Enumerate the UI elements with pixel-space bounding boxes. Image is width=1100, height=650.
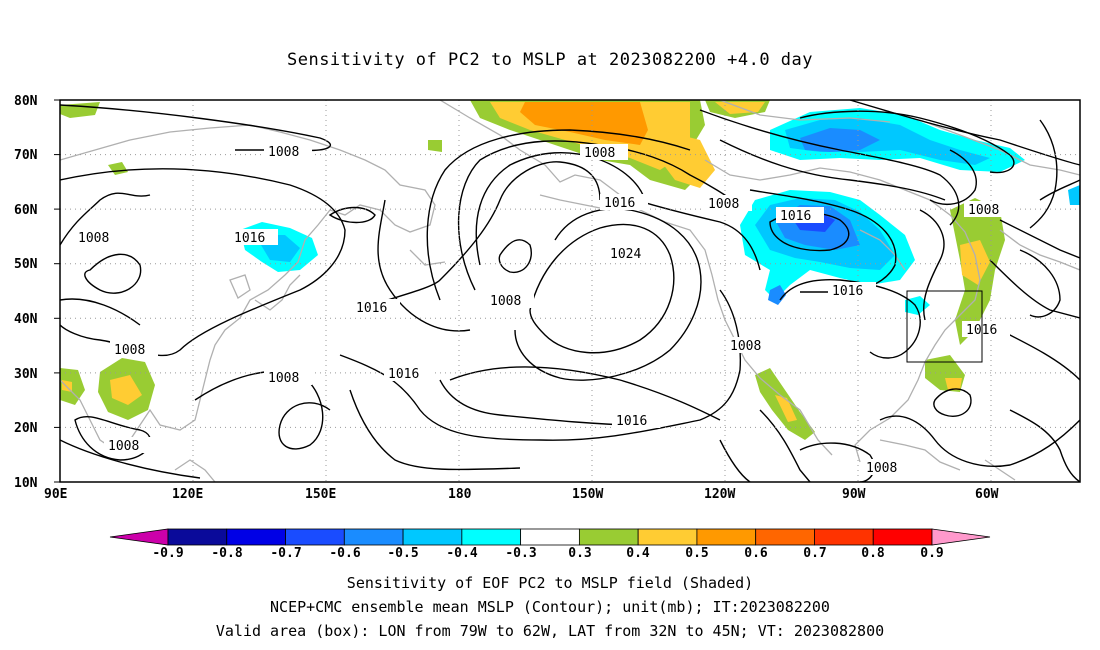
colorbar-label: 0.3 xyxy=(568,546,591,561)
plot-frame xyxy=(59,99,1081,483)
colorbar-swatch xyxy=(637,528,698,546)
contour-label: 1008 xyxy=(708,197,739,212)
positive-sensitivity-area xyxy=(960,240,990,285)
positive-sensitivity-area xyxy=(110,375,142,405)
contour-label: 1016 xyxy=(616,414,647,429)
lat-tick-label: 60N xyxy=(14,203,38,218)
lon-tick-label: 120W xyxy=(704,487,735,502)
lon-tick-label: 180 xyxy=(448,487,472,502)
colorbar-swatch xyxy=(814,528,874,546)
lat-tick-label: 50N xyxy=(14,257,38,272)
latitude-axis: 80N 70N 60N 50N 40N 30N 20N 10N xyxy=(14,94,60,491)
colorbar-label: 0.7 xyxy=(803,546,826,561)
colorbar-label: -0.4 xyxy=(446,546,477,561)
contour-label: 1008 xyxy=(78,231,109,246)
negative-sensitivity-area xyxy=(768,285,786,305)
positive-sensitivity-area xyxy=(428,140,442,152)
colorbar-label: -0.8 xyxy=(211,546,242,561)
colorbar-swatch xyxy=(755,528,815,546)
colorbar-swatch xyxy=(696,528,757,546)
colorbar-swatch xyxy=(285,528,345,546)
negative-sensitivity-area xyxy=(905,296,930,315)
colorbar-label: -0.6 xyxy=(329,546,360,561)
caption-line-2: NCEP+CMC ensemble mean MSLP (Contour); u… xyxy=(270,598,830,616)
valid-area-box xyxy=(906,290,983,363)
colorbar-label: -0.7 xyxy=(270,546,301,561)
contour-label: 1008 xyxy=(968,203,999,218)
lat-tick-label: 40N xyxy=(14,312,38,327)
contour-label: 1008 xyxy=(490,294,521,309)
lat-tick-label: 10N xyxy=(14,476,38,491)
positive-sensitivity-area xyxy=(775,395,797,422)
colorbar: -0.9 -0.8 -0.7 -0.6 -0.5 -0.4 -0.3 0.3 0… xyxy=(109,528,991,561)
colorbar-label: 0.4 xyxy=(626,546,650,561)
lon-tick-label: 90W xyxy=(842,487,866,502)
coastlines xyxy=(60,100,1080,482)
contour-label: 1008 xyxy=(866,461,897,476)
contour-label: 1024 xyxy=(610,247,641,262)
caption-line-3: Valid area (box): LON from 79W to 62W, L… xyxy=(215,622,885,640)
sensitivity-shading xyxy=(60,100,1080,440)
contour-label: 1008 xyxy=(268,371,299,386)
positive-sensitivity-area xyxy=(1068,185,1080,205)
lon-tick-label: 90E xyxy=(44,487,67,502)
contour-label: 1008 xyxy=(584,146,615,161)
positive-sensitivity-area xyxy=(60,102,100,118)
contour-label: 1016 xyxy=(780,209,811,224)
map-title: Sensitivity of PC2 to MSLP at 2023082200… xyxy=(286,50,813,70)
colorbar-high-arrow xyxy=(931,528,991,546)
colorbar-swatch xyxy=(343,528,404,546)
contour-label: 1008 xyxy=(108,439,139,454)
contour-label: 1008 xyxy=(114,343,145,358)
contour-label: 1008 xyxy=(268,145,299,160)
lat-tick-label: 80N xyxy=(14,94,38,109)
lon-tick-label: 150E xyxy=(305,487,336,502)
lon-tick-label: 60W xyxy=(975,487,999,502)
graticule xyxy=(60,100,1080,482)
colorbar-label: 0.5 xyxy=(685,546,708,561)
positive-sensitivity-area xyxy=(108,162,128,175)
colorbar-swatch xyxy=(872,528,933,546)
colorbar-swatch xyxy=(167,528,228,546)
colorbar-label: -0.9 xyxy=(152,546,183,561)
lat-tick-label: 30N xyxy=(14,367,38,382)
positive-sensitivity-area xyxy=(945,378,962,390)
longitude-axis: 90E 120E 150E 180 150W 120W 90W 60W xyxy=(44,487,999,502)
colorbar-swatch xyxy=(520,528,580,546)
colorbar-swatch xyxy=(461,528,522,546)
lat-tick-label: 70N xyxy=(14,148,38,163)
contour-labels: 1008 1008 1016 1008 1016 1008 1016 1024 … xyxy=(74,143,1012,476)
lat-tick-label: 20N xyxy=(14,421,38,436)
colorbar-swatch xyxy=(226,528,286,546)
colorbar-label: 0.6 xyxy=(744,546,768,561)
lon-tick-label: 150W xyxy=(572,487,603,502)
colorbar-swatch xyxy=(402,528,463,546)
colorbar-label: 0.9 xyxy=(920,546,943,561)
positive-sensitivity-area xyxy=(60,368,85,405)
contour-label: 1016 xyxy=(356,301,387,316)
colorbar-label: -0.3 xyxy=(505,546,536,561)
caption-line-1: Sensitivity of EOF PC2 to MSLP field (Sh… xyxy=(346,574,754,592)
contour-label: 1016 xyxy=(832,284,863,299)
lon-tick-label: 120E xyxy=(172,487,203,502)
colorbar-swatch xyxy=(578,528,639,546)
colorbar-label: -0.5 xyxy=(387,546,418,561)
contour-label: 1016 xyxy=(604,196,635,211)
colorbar-low-arrow xyxy=(109,528,169,546)
colorbar-label: 0.8 xyxy=(861,546,885,561)
contour-label: 1008 xyxy=(730,339,761,354)
contour-label: 1016 xyxy=(388,367,419,382)
contour-label: 1016 xyxy=(234,231,265,246)
